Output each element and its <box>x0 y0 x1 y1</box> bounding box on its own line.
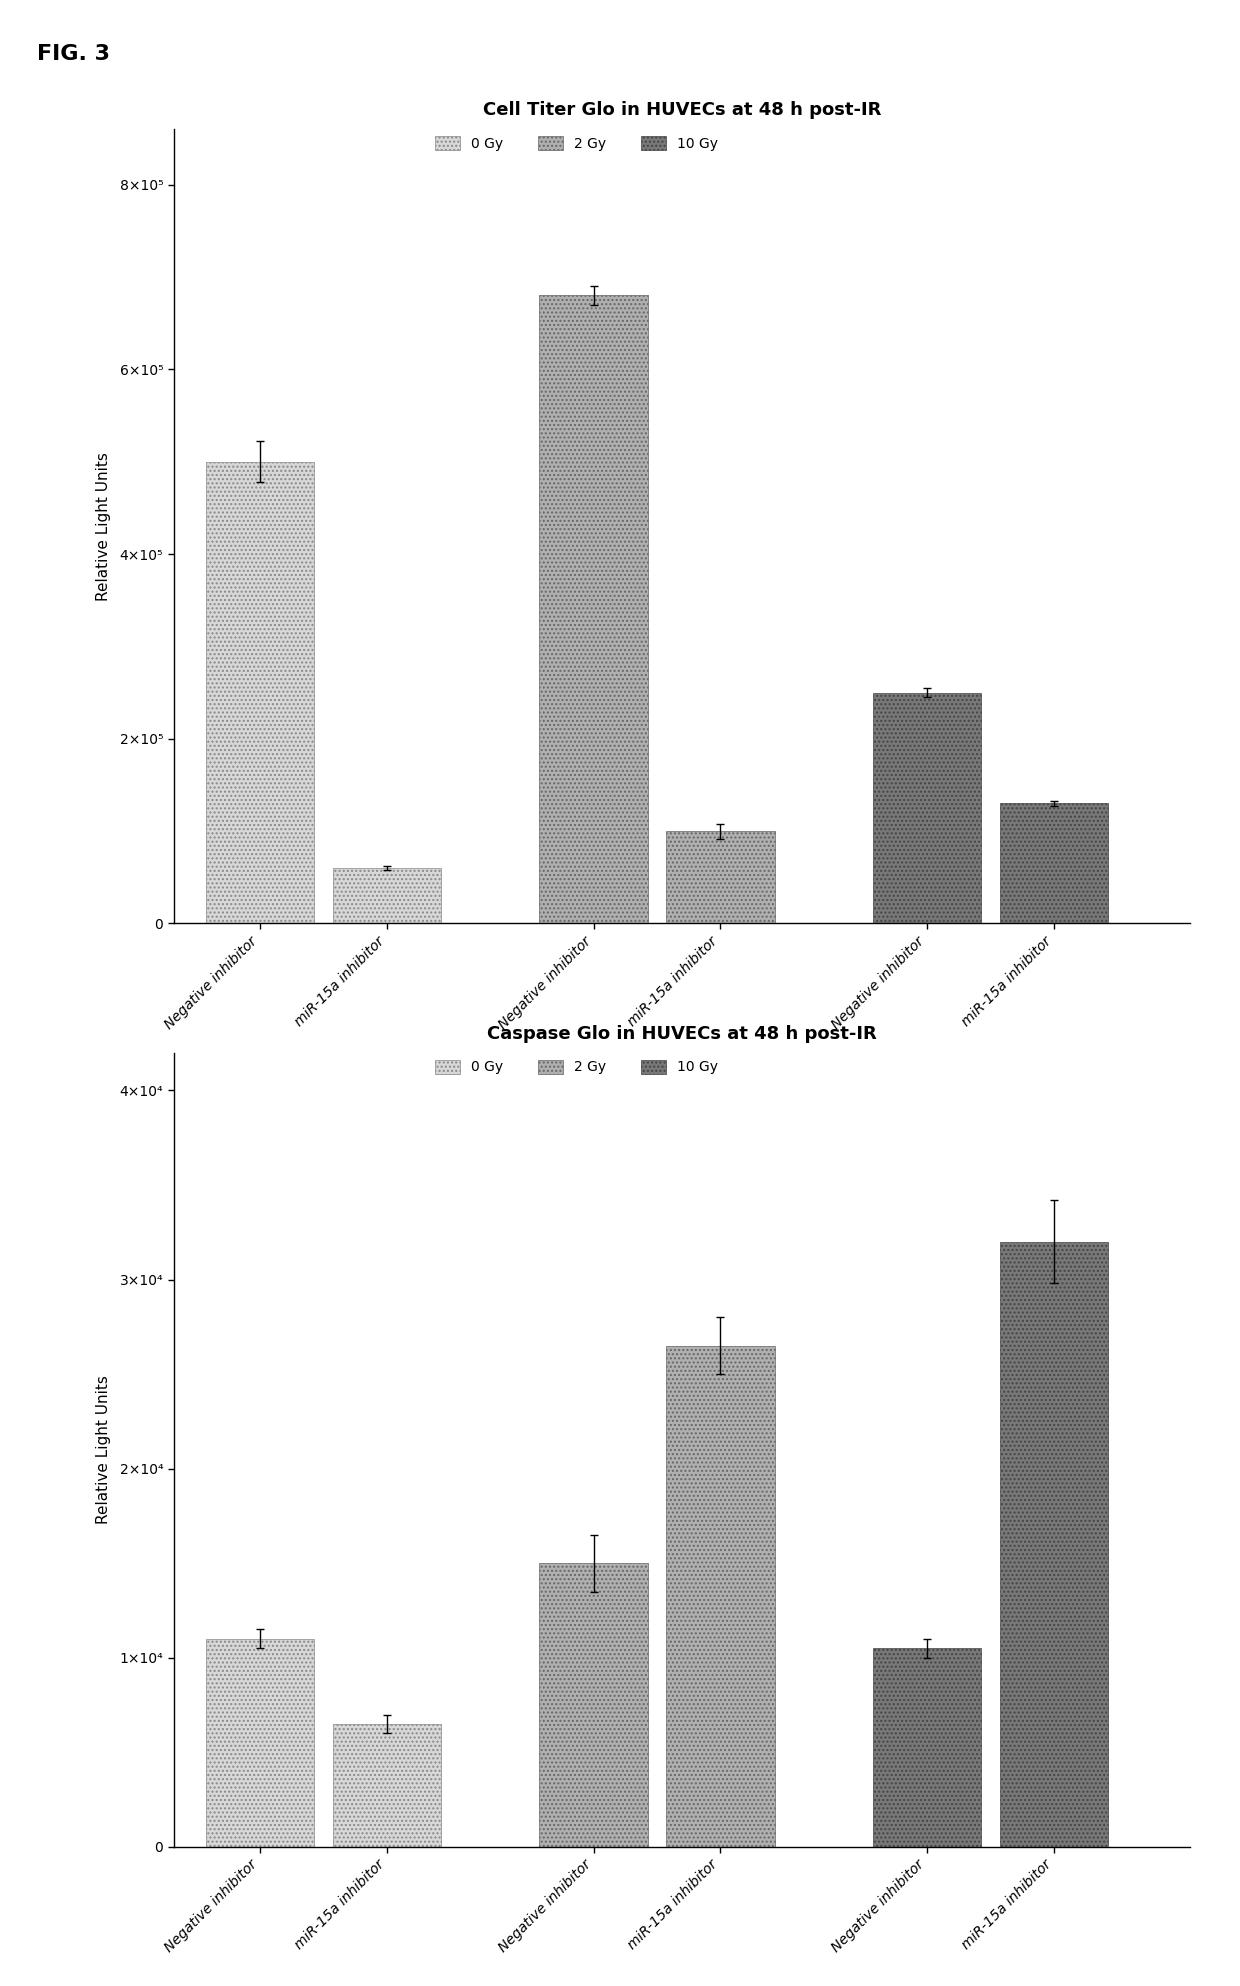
Text: FIG. 3: FIG. 3 <box>37 44 110 64</box>
Bar <box>873 693 981 923</box>
Bar <box>206 1638 315 1847</box>
Bar <box>873 1648 981 1847</box>
Bar <box>666 830 775 923</box>
Title: Cell Titer Glo in HUVECs at 48 h post-IR: Cell Titer Glo in HUVECs at 48 h post-IR <box>482 101 882 119</box>
Bar <box>539 1563 647 1847</box>
Bar <box>999 1241 1107 1847</box>
Bar <box>332 868 441 923</box>
Bar <box>332 1724 441 1847</box>
Bar <box>999 804 1107 923</box>
Bar <box>539 296 647 923</box>
Bar <box>666 1347 775 1847</box>
Bar <box>206 461 315 923</box>
Legend: 0 Gy, 2 Gy, 10 Gy: 0 Gy, 2 Gy, 10 Gy <box>435 1059 718 1074</box>
Legend: 0 Gy, 2 Gy, 10 Gy: 0 Gy, 2 Gy, 10 Gy <box>435 135 718 151</box>
Y-axis label: Relative Light Units: Relative Light Units <box>97 453 112 600</box>
Y-axis label: Relative Light Units: Relative Light Units <box>97 1376 112 1523</box>
Title: Caspase Glo in HUVECs at 48 h post-IR: Caspase Glo in HUVECs at 48 h post-IR <box>487 1025 877 1043</box>
